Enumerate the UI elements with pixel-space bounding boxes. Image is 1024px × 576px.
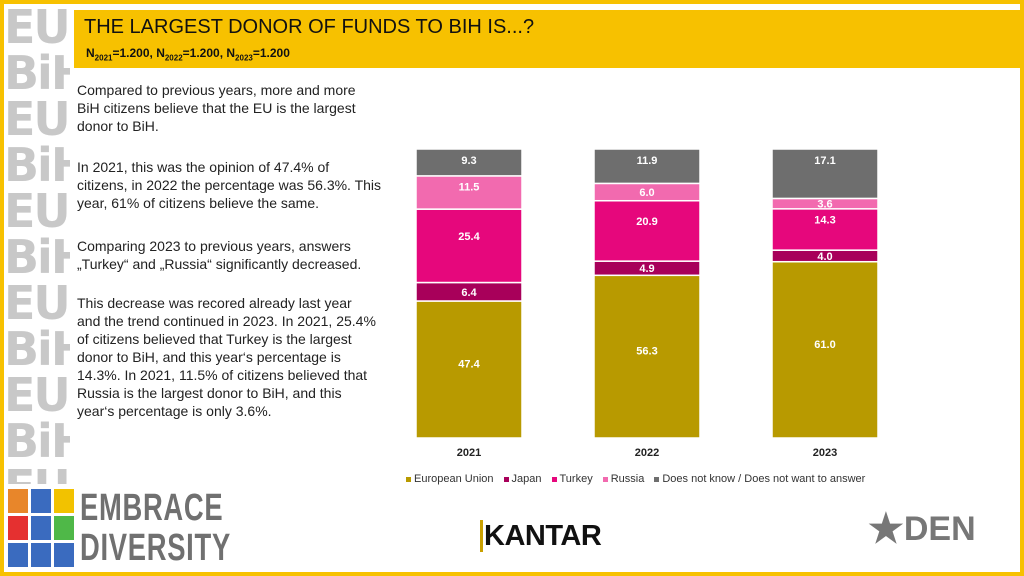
data-label: 9.3 — [461, 155, 476, 167]
n-year: 2021 — [94, 53, 113, 63]
embrace-diversity-logo: EMBRACE DIVERSITY — [8, 488, 290, 568]
data-label: 25.4 — [458, 231, 480, 243]
data-label: 3.6 — [817, 199, 832, 211]
embrace-diversity-text: EMBRACE DIVERSITY — [80, 487, 231, 569]
bar-segment-does-2022 — [593, 148, 701, 185]
legend-item: Turkey — [551, 473, 593, 485]
legend-swatch — [654, 476, 660, 482]
paragraph-2: In 2021, this was the opinion of 47.4% o… — [77, 159, 382, 211]
legend-item: Does not know / Does not want to answer — [654, 473, 865, 485]
data-label: 47.4 — [458, 359, 480, 371]
legend-item: Russia — [602, 473, 645, 485]
x-tick-label: 2022 — [635, 447, 659, 459]
legend-label: Turkey — [559, 473, 593, 485]
legend-swatch — [602, 476, 608, 482]
legend-item: Japan — [503, 473, 542, 485]
x-tick-label: 2021 — [457, 447, 481, 459]
bar-segment-turkey-2021 — [415, 208, 523, 284]
paragraph-1: Compared to previous years, more and mor… — [77, 82, 356, 134]
data-label: 6.4 — [461, 287, 477, 299]
legend-label: Japan — [511, 473, 542, 485]
data-label: 17.1 — [814, 155, 835, 167]
data-label: 4.9 — [639, 263, 654, 275]
n-year: 2022 — [164, 53, 183, 63]
data-label: 11.9 — [637, 155, 658, 167]
paragraph-3: Comparing 2023 to previous years, answer… — [77, 238, 362, 272]
n-value: =1.200, — [182, 46, 227, 60]
chart-legend: European Union Japan Turkey Russia Does not … — [406, 473, 865, 485]
data-label: 20.9 — [636, 216, 657, 228]
kantar-logo: KANTAR — [480, 520, 602, 553]
paragraph-4: This decrease was recored already last y… — [77, 295, 376, 419]
n-value: =1.200 — [252, 46, 290, 60]
data-label: 14.3 — [814, 214, 835, 226]
bar-segment-european-2023 — [771, 260, 879, 439]
legend-label: Russia — [610, 473, 645, 485]
sample-sizes: N2021=1.200, N2022=1.200, N2023=1.200 — [86, 46, 290, 62]
bar-segment-turkey-2022 — [593, 199, 701, 262]
bar-segment-does-2021 — [415, 148, 523, 177]
legend-label: Does not know / Does not want to answer — [662, 473, 866, 485]
data-label: 11.5 — [459, 181, 480, 193]
legend-label: European Union — [414, 473, 494, 485]
n-label: N — [156, 46, 165, 60]
bih-eu-color-logo — [8, 489, 74, 567]
x-tick-label: 2023 — [813, 447, 837, 459]
bar-segment-european-2022 — [593, 274, 701, 439]
data-label: 56.3 — [636, 346, 657, 358]
n-label: N — [86, 46, 95, 60]
eu-bih-pattern-decoration: EUBiHEUBiHEUBiHEUBiHEUBiHEU — [4, 4, 70, 484]
legend-swatch — [503, 476, 509, 482]
legend-swatch — [406, 476, 411, 482]
data-label: 6.0 — [639, 187, 654, 199]
bar-segment-turkey-2023 — [771, 208, 879, 251]
bar-segment-does-2023 — [771, 148, 879, 200]
data-label: 61.0 — [814, 339, 835, 351]
bar-segment-european-2021 — [415, 300, 523, 439]
n-value: =1.200, — [112, 46, 157, 60]
legend-item: European Union — [406, 473, 494, 485]
data-label: 4.0 — [817, 251, 832, 263]
title-bar: THE LARGEST DONOR OF FUNDS TO BIH IS...?… — [74, 10, 1020, 68]
legend-swatch — [551, 476, 557, 482]
page-title: THE LARGEST DONOR OF FUNDS TO BIH IS...? — [84, 16, 535, 38]
n-year: 2023 — [235, 53, 253, 63]
den-logo: ★ DEN — [868, 507, 976, 551]
n-label: N — [226, 46, 236, 60]
